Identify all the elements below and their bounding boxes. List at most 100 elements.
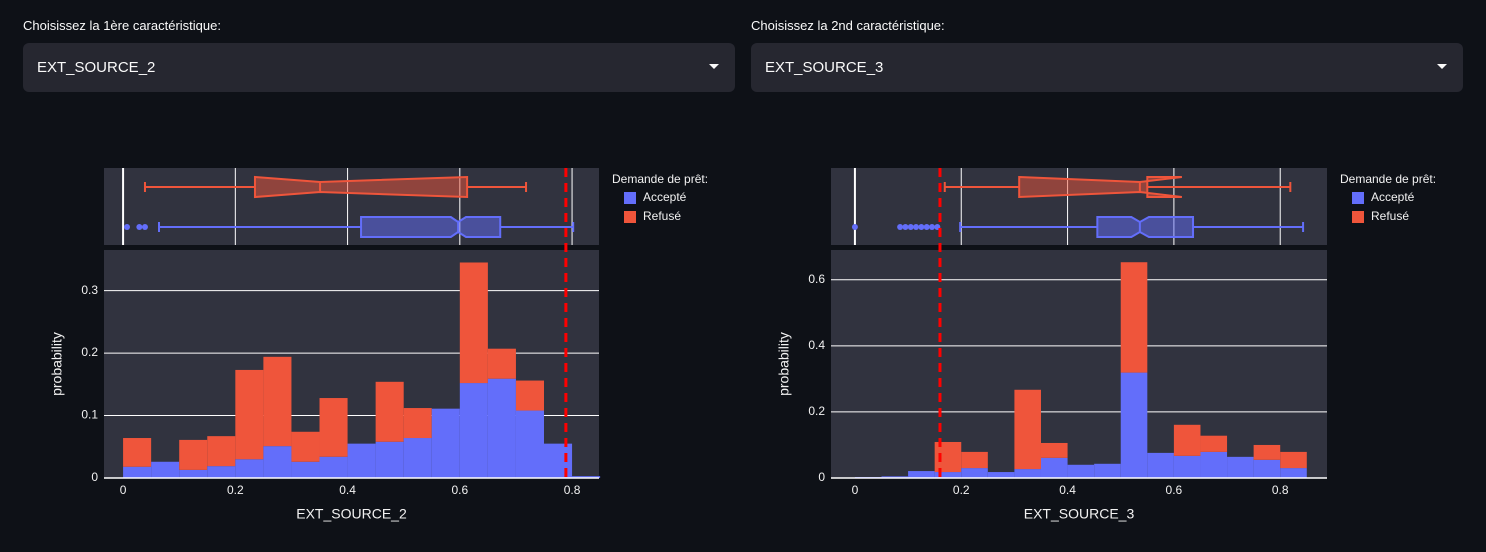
- legend-label: Refusé: [643, 209, 681, 223]
- bar: [515, 380, 544, 411]
- legend-swatch: [624, 192, 636, 204]
- y-axis-label: probability: [49, 332, 65, 396]
- bar: [881, 476, 909, 478]
- bar: [459, 262, 488, 384]
- outlier: [918, 224, 925, 230]
- plot-area: [831, 250, 1327, 478]
- select-value: EXT_SOURCE_3: [765, 59, 884, 76]
- bar: [572, 476, 601, 478]
- x-axis-label: EXT_SOURCE_3: [1024, 506, 1135, 522]
- legend-title: Demande de prêt:: [612, 172, 708, 186]
- y-tick-label: 0.1: [81, 408, 98, 422]
- x-tick-label: 0.4: [1059, 483, 1076, 497]
- y-tick-label: 0.2: [81, 345, 98, 359]
- bar: [179, 469, 208, 478]
- bar: [1014, 469, 1041, 478]
- bar: [123, 438, 152, 467]
- legend-label: Refusé: [1371, 209, 1409, 223]
- outlier: [902, 224, 909, 230]
- box: [360, 216, 502, 238]
- outlier: [141, 224, 148, 230]
- select-box[interactable]: EXT_SOURCE_2: [23, 43, 735, 92]
- x-tick-label: 0.8: [564, 483, 581, 497]
- bar: [123, 466, 152, 478]
- y-axis-label: probability: [776, 332, 792, 396]
- bar: [403, 438, 432, 478]
- bar: [375, 381, 404, 442]
- x-tick-label: 0.4: [339, 483, 356, 497]
- bar: [291, 461, 320, 478]
- legend-title: Demande de prêt:: [1340, 172, 1436, 186]
- bar: [319, 456, 348, 478]
- box-panel: [104, 168, 599, 245]
- bar: [961, 468, 988, 478]
- x-axis-label: EXT_SOURCE_2: [296, 506, 407, 522]
- bar: [375, 441, 404, 478]
- outlier: [929, 224, 936, 230]
- legend-swatch: [1352, 211, 1364, 223]
- bar: [908, 471, 935, 478]
- bar: [544, 443, 573, 478]
- outlier: [136, 224, 143, 230]
- bar: [1200, 435, 1228, 452]
- x-tick-label: 0.6: [451, 483, 468, 497]
- bar: [487, 348, 516, 379]
- outlier: [913, 224, 920, 230]
- legend-swatch: [1352, 192, 1364, 204]
- bar: [151, 461, 180, 478]
- bar: [1253, 459, 1281, 478]
- x-tick-label: 0.8: [1272, 483, 1289, 497]
- bar: [1040, 442, 1068, 458]
- bar: [179, 439, 208, 470]
- bar: [487, 378, 516, 478]
- outlier: [897, 224, 904, 230]
- bar: [431, 408, 460, 478]
- bar: [291, 431, 320, 462]
- y-tick-label: 0: [818, 470, 825, 484]
- y-tick-label: 0.2: [808, 404, 825, 418]
- x-tick-label: 0.2: [227, 483, 244, 497]
- dropdown-caret: [1437, 64, 1447, 69]
- y-tick-label: 0: [91, 470, 98, 484]
- bar: [263, 446, 292, 478]
- x-tick-label: 0: [852, 483, 859, 497]
- bar: [1067, 464, 1095, 478]
- bar: [1094, 463, 1121, 478]
- x-tick-label: 0.2: [953, 483, 970, 497]
- bar: [961, 451, 988, 469]
- bar: [1147, 452, 1174, 478]
- x-tick-label: 0.6: [1166, 483, 1183, 497]
- bar: [1120, 372, 1148, 478]
- bar: [1253, 444, 1281, 460]
- outlier: [923, 224, 930, 230]
- bar: [1280, 468, 1307, 478]
- bar: [934, 472, 962, 478]
- outlier: [851, 224, 858, 230]
- select-value: EXT_SOURCE_2: [37, 59, 156, 76]
- bar: [1040, 457, 1068, 478]
- bar: [403, 408, 432, 439]
- bar: [207, 436, 236, 467]
- bar: [1227, 456, 1254, 478]
- bar: [1200, 451, 1228, 478]
- bar: [1280, 451, 1307, 469]
- bar: [207, 466, 236, 478]
- bar: [235, 459, 264, 478]
- box: [253, 175, 469, 199]
- bar: [1120, 262, 1148, 373]
- y-tick-label: 0.3: [81, 283, 98, 297]
- bar: [319, 398, 348, 457]
- bar: [347, 443, 376, 478]
- select-box[interactable]: EXT_SOURCE_3: [751, 43, 1463, 92]
- bar: [1014, 389, 1041, 470]
- bar: [515, 410, 544, 478]
- box: [1096, 216, 1195, 238]
- bar: [235, 369, 264, 460]
- outlier: [124, 224, 131, 230]
- legend-label: Accepté: [1371, 190, 1415, 204]
- legend-swatch: [624, 211, 636, 223]
- legend-label: Accepté: [643, 190, 687, 204]
- bar: [263, 356, 292, 447]
